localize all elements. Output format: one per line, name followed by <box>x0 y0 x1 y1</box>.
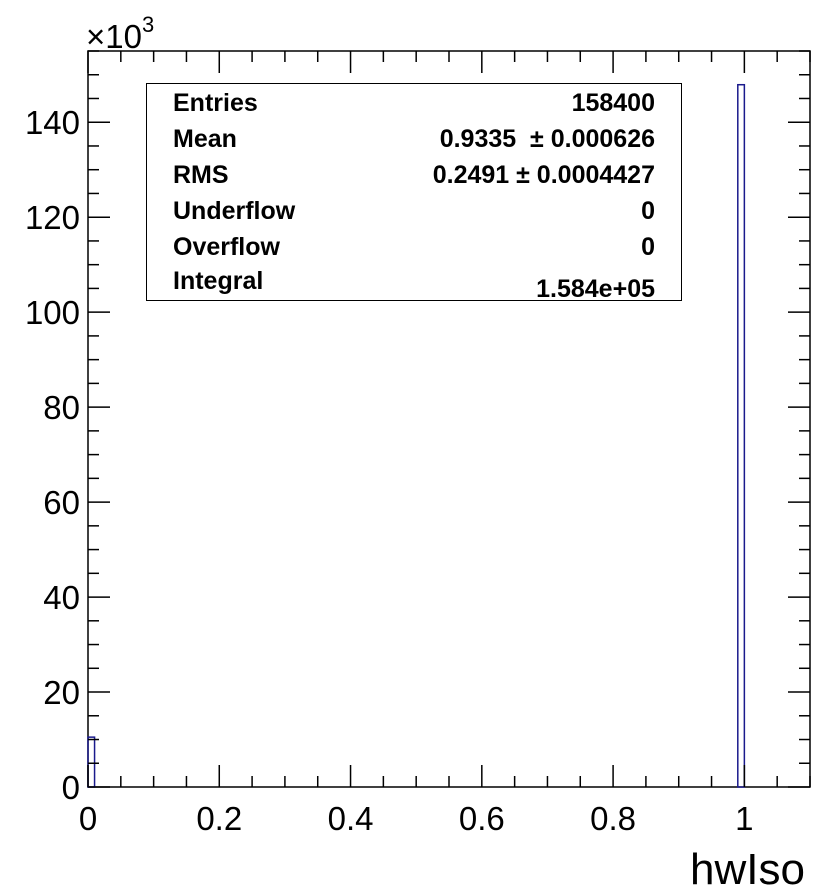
x-tick-label-5: 1 <box>735 800 753 837</box>
histogram-bin-0 <box>87 736 96 788</box>
histogram-bin-1 <box>737 83 746 788</box>
y-tick-label-6: 120 <box>25 199 80 236</box>
stats-label: Integral <box>173 267 264 295</box>
stats-value: 0.2491 ± 0.0004427 <box>432 161 655 189</box>
stats-value: 0 <box>641 233 655 261</box>
y-axis-multiplier: ×103 <box>86 12 154 55</box>
stats-box: Entries 158400 Mean 0.9335 ± 0.000626 RMS 0.2… <box>146 83 682 303</box>
stats-label: Entries <box>173 89 258 117</box>
x-tick-label-0: 0 <box>79 800 97 837</box>
y-tick-label-4: 80 <box>43 389 80 426</box>
stats-row-overflow: Overflow 0 <box>173 233 655 269</box>
stats-row-underflow: Underflow 0 <box>173 197 655 233</box>
stats-value: 0 <box>641 197 655 225</box>
stats-row-rms: RMS 0.2491 ± 0.0004427 <box>173 161 655 197</box>
axis-ticks <box>87 50 811 788</box>
x-tick-label-3: 0.6 <box>459 800 505 837</box>
stats-row-mean: Mean 0.9335 ± 0.000626 <box>173 125 655 161</box>
y-multiplier-exponent: 3 <box>142 12 154 37</box>
stats-row-integral: Integral 1.584e+05 <box>173 267 655 303</box>
x-tick-label-4: 0.8 <box>590 800 636 837</box>
stats-label: Overflow <box>173 233 280 261</box>
stats-value: 1.584e+05 <box>536 275 655 303</box>
x-tick-labels: 0 0.2 0.4 0.6 0.8 1 <box>79 800 754 837</box>
stats-label: Underflow <box>173 197 296 225</box>
y-tick-label-1: 20 <box>43 674 80 711</box>
y-multiplier-base: 10 <box>105 18 142 55</box>
stats-row-entries: Entries 158400 <box>173 89 655 125</box>
stats-label: Mean <box>173 125 237 153</box>
y-tick-label-5: 100 <box>25 294 80 331</box>
y-tick-label-7: 140 <box>25 104 80 141</box>
stats-value: 0.9335 ± 0.000626 <box>439 125 655 153</box>
x-tick-label-2: 0.4 <box>328 800 374 837</box>
y-tick-label-3: 60 <box>43 484 80 521</box>
x-axis-title: hwIso <box>690 845 805 889</box>
y-tick-label-0: 0 <box>62 769 80 806</box>
x-tick-label-1: 0.2 <box>196 800 242 837</box>
y-tick-label-2: 40 <box>43 579 80 616</box>
y-tick-labels: 0 20 40 60 80 100 120 140 <box>25 104 80 806</box>
y-multiplier-prefix: × <box>86 18 105 55</box>
stats-value: 158400 <box>571 89 655 117</box>
stats-label: RMS <box>173 161 229 189</box>
